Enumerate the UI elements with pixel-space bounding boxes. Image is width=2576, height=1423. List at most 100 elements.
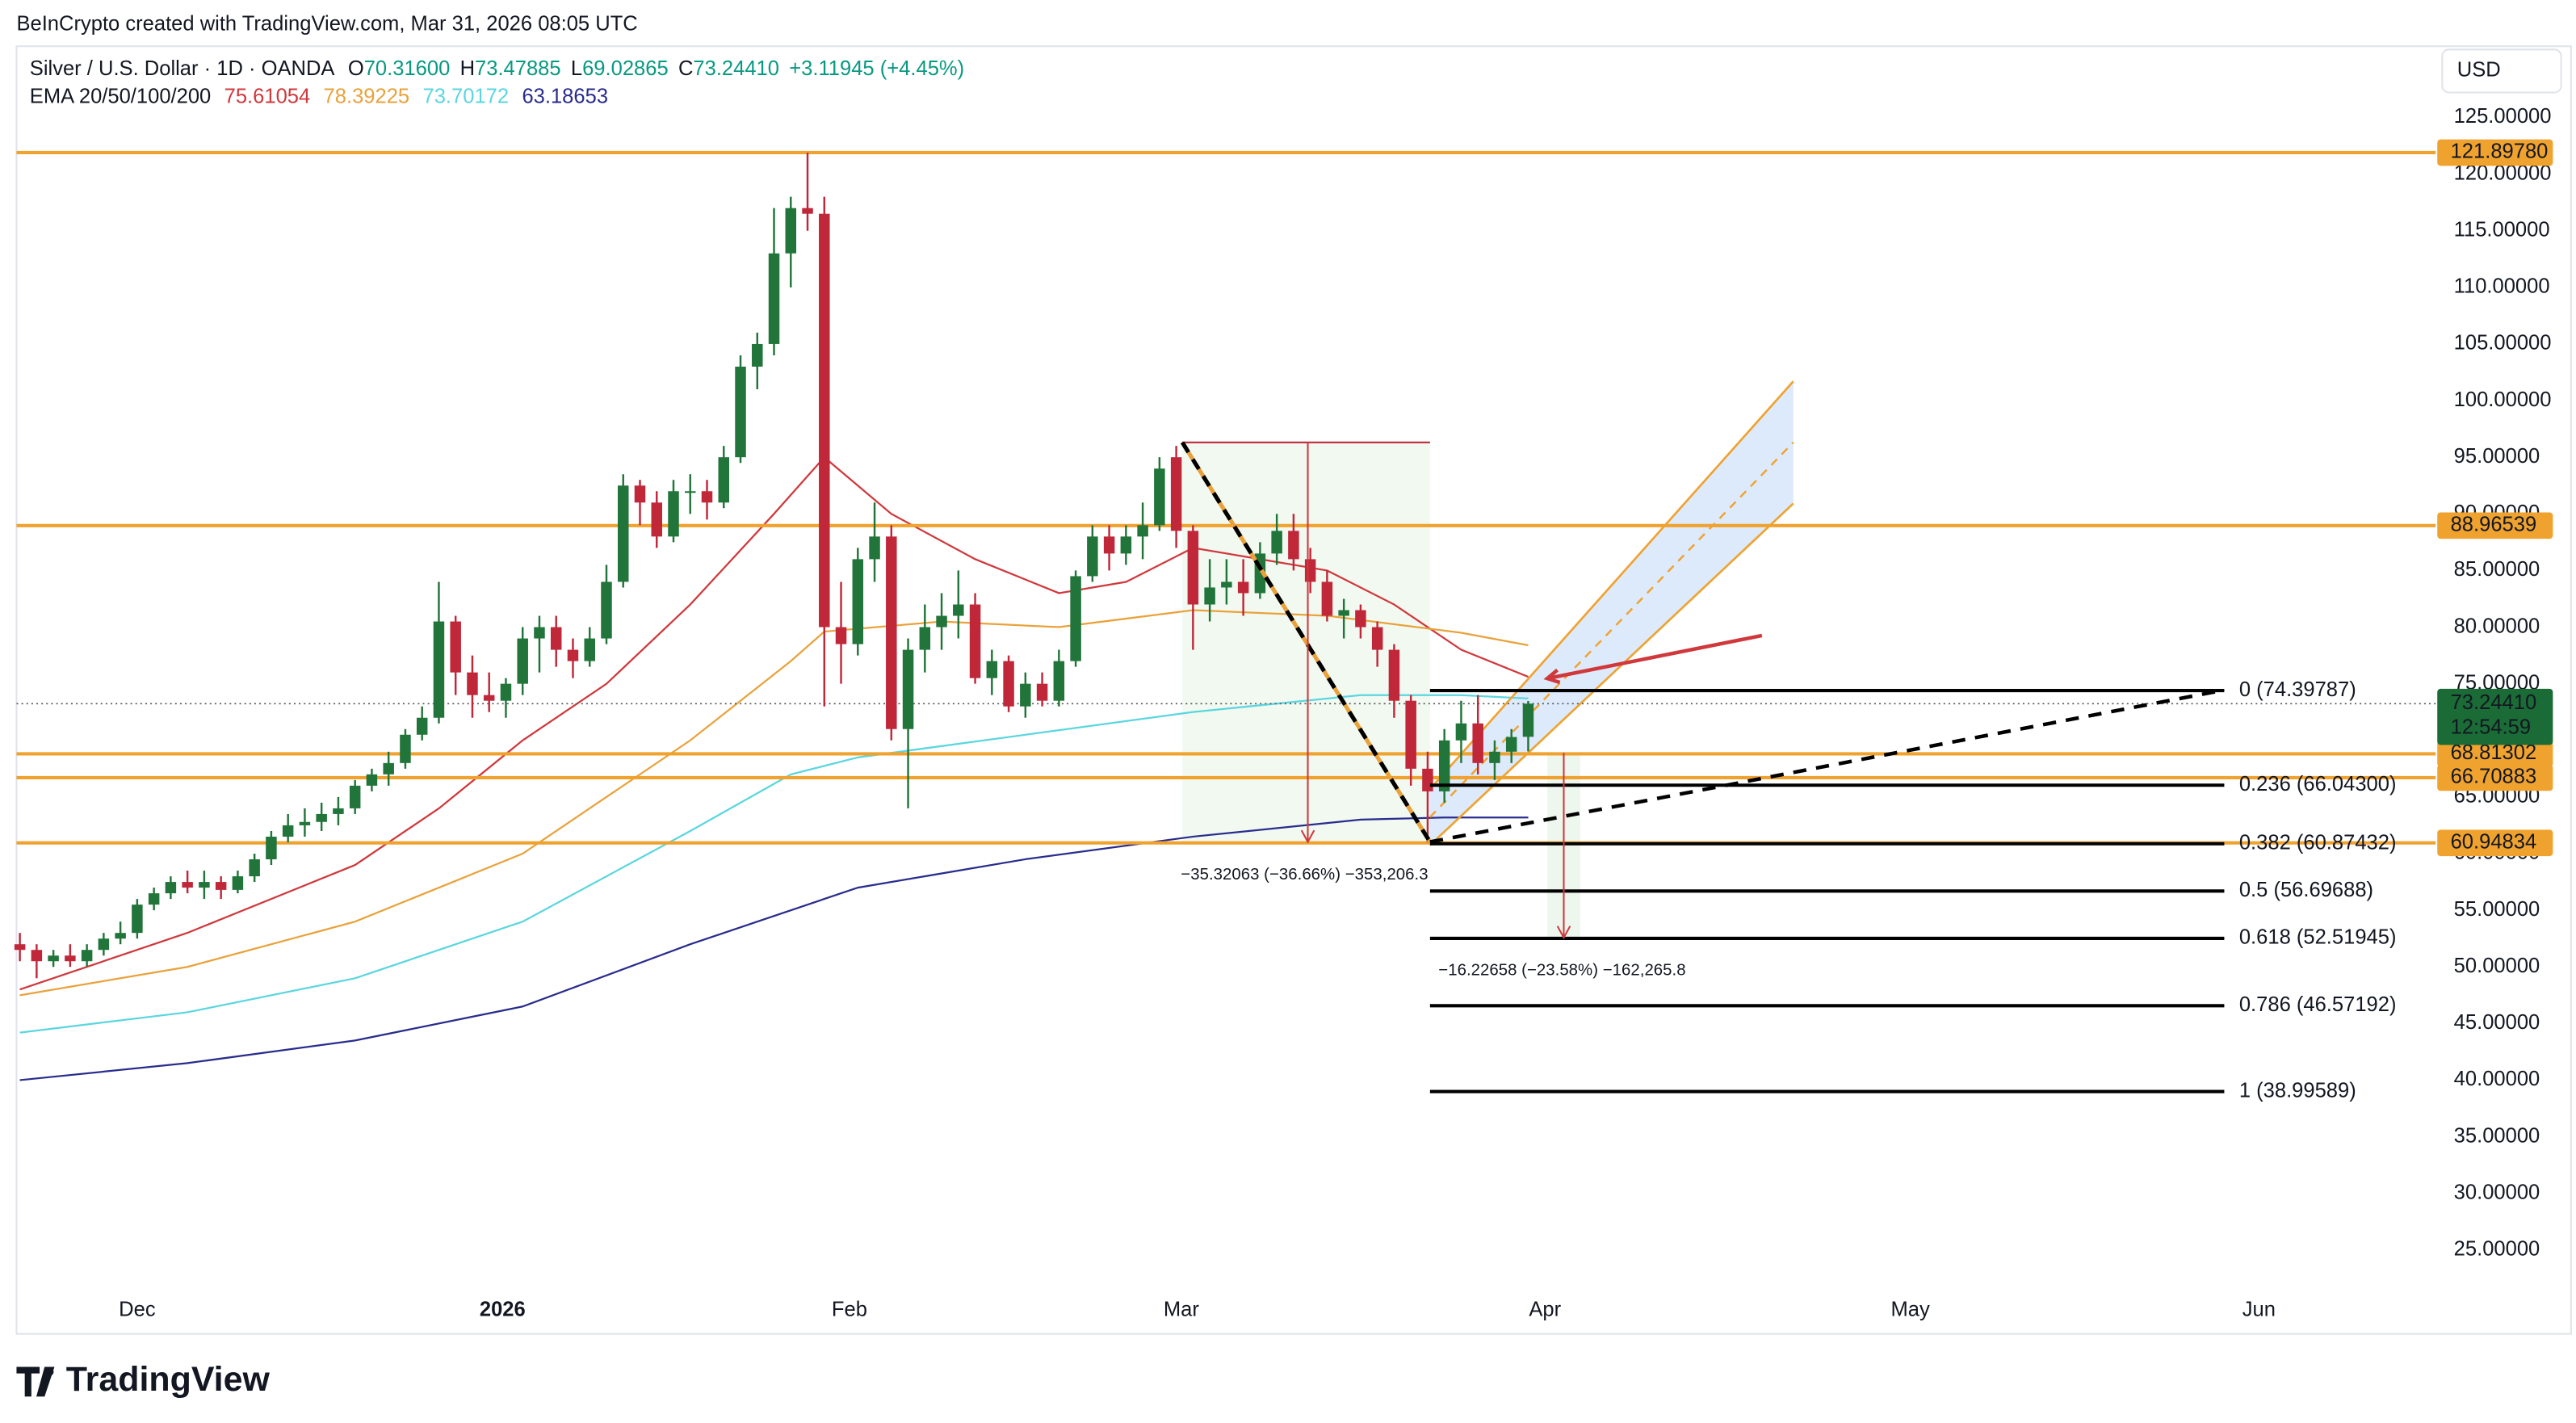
level-tag-label: 68.81302 bbox=[2451, 741, 2537, 764]
candle-body bbox=[1472, 723, 1483, 763]
candle-body bbox=[752, 343, 763, 367]
fib-label: 0.382 (60.87432) bbox=[2239, 832, 2397, 854]
candle-body bbox=[668, 491, 679, 537]
candle-body bbox=[1405, 700, 1416, 769]
x-tick-label: May bbox=[1891, 1299, 1930, 1321]
candle-body bbox=[383, 762, 394, 774]
credit: BeInCrypto created with TradingView.com,… bbox=[16, 12, 637, 35]
candle-body bbox=[1355, 610, 1366, 628]
candle-body bbox=[1304, 559, 1316, 582]
y-tick-label: 110.00000 bbox=[2454, 275, 2550, 298]
y-tick-label: 100.00000 bbox=[2454, 388, 2552, 411]
arrow-head bbox=[1556, 926, 1571, 940]
candle-body bbox=[1522, 703, 1534, 737]
change: +3.11945 (+4.45%) bbox=[789, 57, 964, 80]
candle-body bbox=[165, 882, 177, 894]
x-tick-label: 2026 bbox=[480, 1299, 526, 1321]
candle-body bbox=[835, 627, 847, 644]
candle-body bbox=[953, 604, 964, 616]
y-tick-label: 25.00000 bbox=[2454, 1238, 2540, 1261]
candle-body bbox=[802, 208, 813, 214]
candle-body bbox=[14, 944, 26, 951]
candle-body bbox=[1103, 536, 1115, 554]
y-tick-label: 30.00000 bbox=[2454, 1181, 2540, 1203]
currency: USD bbox=[2457, 59, 2501, 82]
candle-body bbox=[266, 836, 277, 860]
arrow-head bbox=[1543, 668, 1561, 685]
measure-label: −16.22658 (−23.58%) −162,265.8 bbox=[1438, 960, 1685, 979]
level-tag-label: 66.70883 bbox=[2451, 766, 2537, 788]
candle-body bbox=[182, 882, 193, 888]
ohlc-value: 73.24410 bbox=[693, 57, 779, 80]
candle-body bbox=[282, 825, 294, 837]
ohlc-key: C bbox=[678, 57, 693, 80]
logo-mark bbox=[16, 1366, 55, 1397]
candle-body bbox=[869, 536, 880, 560]
x-tick-label: Mar bbox=[1164, 1299, 1199, 1321]
candle-body bbox=[48, 955, 59, 962]
candle-body bbox=[1237, 581, 1249, 594]
countdown: 12:54:59 bbox=[2451, 716, 2531, 739]
trend-line bbox=[1180, 441, 1433, 843]
candle-body bbox=[634, 485, 646, 503]
chart-frame bbox=[15, 45, 2572, 1335]
candle-body bbox=[550, 627, 562, 650]
candle-body bbox=[1053, 661, 1065, 701]
level-tag bbox=[2437, 829, 2553, 857]
ema-value: 63.18653 bbox=[522, 85, 608, 107]
candle-body bbox=[1505, 737, 1517, 752]
measure-label: −35.32063 (−36.66%) −353,206.3 bbox=[1181, 865, 1428, 884]
candle-body bbox=[450, 621, 461, 673]
candle-body bbox=[852, 559, 864, 644]
candle-body bbox=[936, 615, 947, 628]
x-tick-label: Jun bbox=[2242, 1299, 2276, 1321]
y-tick-label: 80.00000 bbox=[2454, 615, 2540, 637]
candle-body bbox=[534, 627, 545, 639]
fib-label: 1 (38.99589) bbox=[2239, 1079, 2356, 1102]
ema-title: EMA 20/50/100/200 bbox=[30, 85, 211, 107]
ohlc-key: L bbox=[571, 57, 582, 80]
brand: TradingView bbox=[66, 1360, 271, 1399]
ema-legend: EMA 20/50/100/200 75.61054 78.39225 73.7017… bbox=[30, 85, 608, 107]
candle-body bbox=[1070, 576, 1081, 661]
channel-line bbox=[1429, 380, 1794, 790]
y-tick-label: 105.00000 bbox=[2454, 332, 2552, 355]
candle-body bbox=[132, 905, 143, 934]
candle-body bbox=[701, 491, 713, 503]
candle-body bbox=[148, 893, 160, 905]
candle-body bbox=[1422, 768, 1433, 791]
channel-line bbox=[1429, 502, 1794, 846]
candle-body bbox=[366, 774, 378, 786]
y-tick-label: 95.00000 bbox=[2454, 445, 2540, 468]
candle-body bbox=[483, 695, 495, 701]
candle-body bbox=[651, 502, 662, 537]
x-tick-label: Dec bbox=[119, 1299, 156, 1321]
ohlc-key: O bbox=[348, 57, 364, 80]
x-tick-label: Feb bbox=[832, 1299, 867, 1321]
candle-body bbox=[400, 734, 411, 763]
candle-body bbox=[467, 672, 478, 695]
candle-body bbox=[1003, 661, 1014, 707]
y-tick-label: 45.00000 bbox=[2454, 1011, 2540, 1034]
level-tag bbox=[2437, 139, 2553, 166]
legend: Silver / U.S. Dollar · 1D · OANDA O70.316… bbox=[30, 57, 964, 80]
y-tick-label: 50.00000 bbox=[2454, 955, 2540, 977]
fib-label: 0.236 (66.04300) bbox=[2239, 773, 2397, 795]
ema-line bbox=[19, 816, 1529, 1081]
candle-body bbox=[1288, 531, 1299, 560]
candle-body bbox=[1438, 740, 1450, 791]
level-tag bbox=[2437, 512, 2553, 539]
candle-body bbox=[919, 627, 931, 650]
candle-body bbox=[617, 485, 629, 582]
logo bbox=[16, 1366, 55, 1397]
candle-body bbox=[1204, 587, 1215, 605]
candle-body bbox=[1371, 627, 1383, 650]
candle-body bbox=[819, 213, 830, 628]
candle-body bbox=[584, 638, 595, 661]
candle-body bbox=[1170, 457, 1182, 531]
currency-box[interactable] bbox=[2441, 48, 2562, 94]
candle-body bbox=[1020, 683, 1031, 707]
candle-body bbox=[1388, 649, 1400, 701]
